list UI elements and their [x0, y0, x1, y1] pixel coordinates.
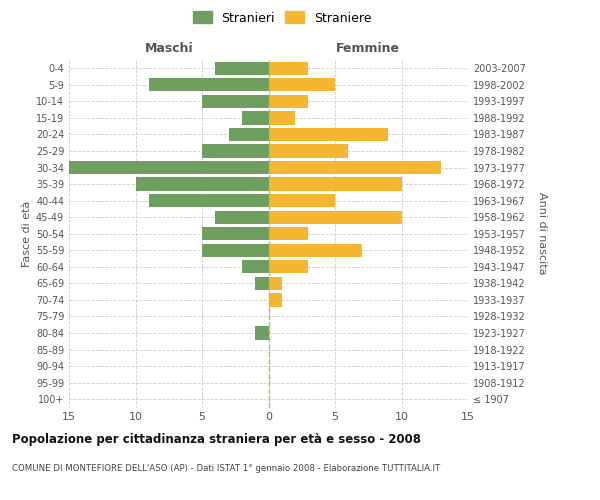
Bar	[202, 95, 269, 108]
Text: Maschi: Maschi	[145, 42, 193, 55]
Bar	[269, 144, 348, 158]
Bar	[202, 244, 269, 257]
Bar	[269, 178, 401, 190]
Bar	[215, 210, 269, 224]
Bar	[269, 194, 335, 207]
Text: Femmine: Femmine	[336, 42, 400, 55]
Bar	[215, 62, 269, 75]
Bar	[136, 178, 269, 190]
Text: COMUNE DI MONTEFIORE DELL'ASO (AP) - Dati ISTAT 1° gennaio 2008 - Elaborazione T: COMUNE DI MONTEFIORE DELL'ASO (AP) - Dat…	[12, 464, 440, 473]
Bar	[269, 227, 308, 240]
Bar	[269, 62, 308, 75]
Bar	[69, 161, 269, 174]
Bar	[269, 95, 308, 108]
Bar	[242, 112, 269, 124]
Legend: Stranieri, Straniere: Stranieri, Straniere	[190, 8, 374, 27]
Bar	[269, 277, 282, 290]
Bar	[149, 78, 269, 92]
Bar	[269, 78, 335, 92]
Bar	[269, 260, 308, 274]
Bar	[202, 144, 269, 158]
Bar	[255, 277, 269, 290]
Y-axis label: Anni di nascita: Anni di nascita	[537, 192, 547, 275]
Text: Popolazione per cittadinanza straniera per età e sesso - 2008: Popolazione per cittadinanza straniera p…	[12, 432, 421, 446]
Bar	[269, 244, 362, 257]
Bar	[255, 326, 269, 340]
Bar	[269, 112, 295, 124]
Bar	[149, 194, 269, 207]
Bar	[269, 294, 282, 306]
Bar	[242, 260, 269, 274]
Y-axis label: Fasce di età: Fasce di età	[22, 200, 32, 267]
Bar	[202, 227, 269, 240]
Bar	[269, 210, 401, 224]
Bar	[229, 128, 269, 141]
Bar	[269, 161, 442, 174]
Bar	[269, 128, 388, 141]
